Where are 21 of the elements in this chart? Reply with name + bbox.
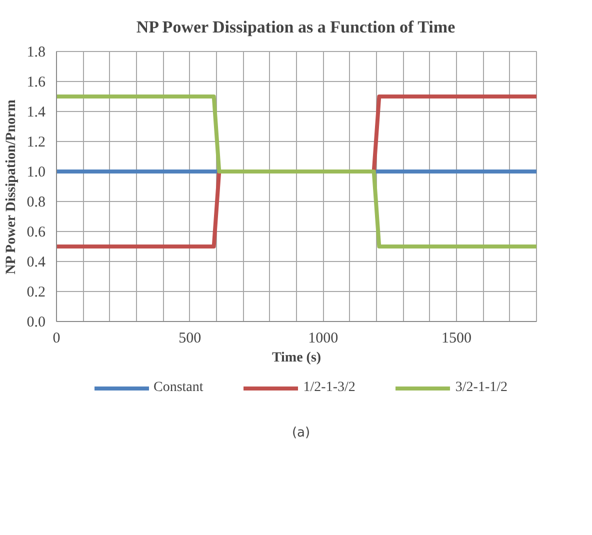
- y-tick-label: 1.2: [26, 134, 46, 150]
- y-tick-label: 1.8: [26, 44, 46, 60]
- x-axis-title: Time (s): [272, 350, 322, 366]
- y-tick-label: 0.8: [26, 194, 46, 210]
- y-axis-title: NP Power Dissipation/Pnorm: [4, 99, 19, 274]
- x-tick-label: 1000: [308, 330, 338, 346]
- y-tick-label: 1.4: [26, 104, 46, 120]
- legend-label: 3/2-1-1/2: [455, 380, 508, 396]
- y-tick-label: 1.0: [26, 164, 46, 180]
- y-tick-label: 0.2: [26, 284, 46, 300]
- y-tick-label: 0.6: [26, 224, 46, 240]
- legend-label: 1/2-1-3/2: [303, 380, 356, 396]
- x-tick-label: 500: [178, 330, 202, 346]
- chart-title: NP Power Dissipation as a Function of Time: [136, 18, 456, 36]
- legend-label: Constant: [154, 380, 204, 396]
- x-tick-label: 0: [52, 330, 60, 346]
- x-tick-label: 1500: [442, 330, 472, 346]
- y-tick-label: 0.0: [26, 314, 46, 330]
- text: (a): [292, 426, 310, 440]
- y-tick-label: 0.4: [26, 254, 46, 270]
- y-tick-label: 1.6: [26, 74, 46, 90]
